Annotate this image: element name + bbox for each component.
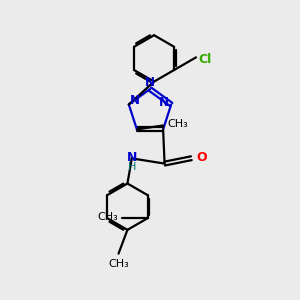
Text: H: H [128, 161, 136, 172]
Text: CH₃: CH₃ [167, 119, 188, 129]
Text: O: O [196, 151, 207, 164]
Text: Cl: Cl [198, 53, 212, 66]
Text: N: N [130, 94, 140, 107]
Text: N: N [159, 97, 169, 110]
Text: N: N [127, 152, 137, 164]
Text: CH₃: CH₃ [108, 259, 129, 269]
Text: CH₃: CH₃ [97, 212, 118, 222]
Text: N: N [145, 76, 155, 89]
